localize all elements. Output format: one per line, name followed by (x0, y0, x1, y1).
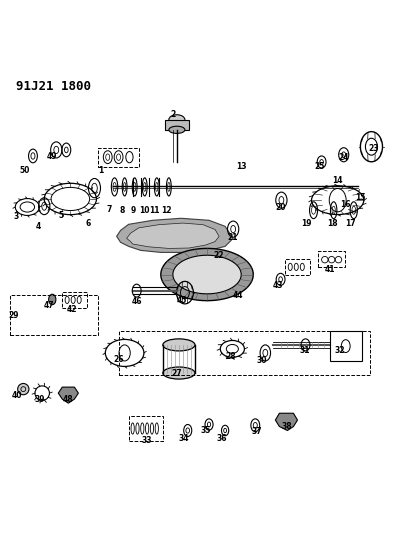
Text: 14: 14 (332, 175, 342, 184)
Text: 38: 38 (281, 422, 292, 431)
Text: 32: 32 (333, 345, 344, 354)
Text: 27: 27 (171, 368, 182, 377)
Ellipse shape (168, 126, 184, 133)
Bar (285, 259, 310, 274)
Polygon shape (58, 387, 78, 403)
Text: 29: 29 (9, 311, 19, 320)
Text: 46: 46 (131, 297, 142, 306)
Text: 34: 34 (178, 434, 189, 442)
Text: 9: 9 (130, 206, 136, 215)
Text: 91J21 1800: 91J21 1800 (16, 79, 91, 93)
Text: 26: 26 (113, 356, 124, 364)
Text: 43: 43 (272, 281, 283, 290)
Polygon shape (160, 248, 253, 301)
Text: 19: 19 (300, 219, 311, 228)
Text: 10: 10 (138, 206, 149, 215)
Text: 42: 42 (66, 305, 77, 314)
Text: 50: 50 (20, 166, 30, 175)
Text: 31: 31 (298, 345, 309, 354)
Polygon shape (65, 392, 71, 398)
Text: 35: 35 (200, 426, 211, 435)
Bar (329, 331, 361, 361)
Bar (318, 251, 344, 268)
Bar (128, 416, 162, 441)
Text: 2: 2 (170, 110, 175, 119)
Text: 3: 3 (13, 212, 19, 221)
Text: 24: 24 (338, 154, 348, 163)
Text: 47: 47 (44, 301, 54, 310)
Text: 17: 17 (345, 219, 355, 228)
Bar (10, 295, 98, 335)
Text: 28: 28 (225, 352, 235, 361)
Text: 1: 1 (97, 166, 103, 174)
Text: 20: 20 (274, 203, 285, 212)
Bar (98, 148, 138, 167)
Text: 18: 18 (326, 219, 336, 228)
Text: 30: 30 (256, 356, 267, 365)
Text: 49: 49 (46, 152, 57, 161)
Bar (62, 292, 87, 308)
Polygon shape (126, 223, 219, 248)
Text: 44: 44 (232, 291, 243, 300)
Text: 40: 40 (12, 391, 22, 400)
Polygon shape (116, 218, 233, 253)
Bar (164, 120, 188, 130)
Text: 7: 7 (106, 205, 112, 214)
Ellipse shape (162, 339, 194, 351)
Text: 36: 36 (216, 434, 227, 442)
Text: 41: 41 (324, 265, 334, 274)
Polygon shape (275, 413, 297, 431)
Circle shape (18, 383, 29, 395)
Text: 25: 25 (314, 163, 324, 171)
Text: 13: 13 (235, 163, 246, 171)
Text: 33: 33 (141, 435, 151, 445)
Text: 11: 11 (149, 206, 160, 215)
Text: 4: 4 (35, 222, 41, 231)
Text: 48: 48 (63, 395, 73, 405)
Text: 39: 39 (35, 394, 45, 403)
Text: 45: 45 (176, 296, 187, 305)
Text: 16: 16 (339, 200, 349, 209)
Text: 6: 6 (85, 219, 90, 228)
Text: 23: 23 (368, 144, 378, 153)
Text: 22: 22 (213, 251, 223, 260)
Polygon shape (172, 255, 241, 294)
Text: 37: 37 (251, 427, 261, 436)
Text: 15: 15 (354, 193, 365, 202)
Ellipse shape (168, 115, 184, 125)
Bar (118, 331, 369, 375)
Ellipse shape (162, 367, 194, 379)
Text: 5: 5 (59, 211, 63, 220)
Ellipse shape (49, 294, 56, 305)
Text: 12: 12 (161, 206, 172, 215)
Text: 8: 8 (119, 206, 124, 215)
Text: 21: 21 (227, 232, 237, 241)
